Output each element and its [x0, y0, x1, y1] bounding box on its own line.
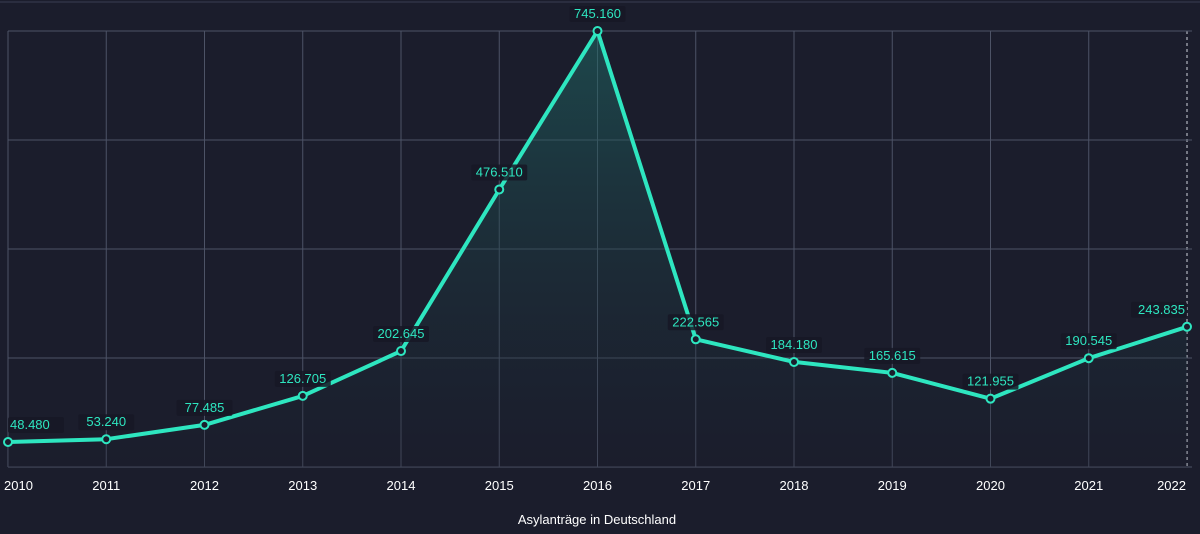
- data-label: 165.615: [869, 348, 916, 363]
- x-tick-label: 2018: [780, 478, 809, 493]
- x-tick-label: 2012: [190, 478, 219, 493]
- data-label-background: [569, 6, 626, 22]
- x-axis-ticks: 2010 2011 2012 2013 2014 2015 2016 2017 2018 2019…: [4, 478, 1186, 493]
- data-label-background: [766, 336, 822, 353]
- data-label: 190.545: [1065, 333, 1112, 348]
- data-label-background: [1060, 333, 1117, 350]
- x-tick-label: 2017: [681, 478, 710, 493]
- data-label: 476.510: [476, 164, 523, 179]
- data-label-background: [471, 164, 528, 181]
- data-point: [494, 184, 505, 195]
- data-point: [592, 26, 603, 36]
- data-label: 184.180: [771, 337, 818, 352]
- x-tick-label: 2020: [976, 478, 1005, 493]
- x-tick-label: 2021: [1074, 478, 1103, 493]
- x-tick-label: 2011: [92, 478, 120, 493]
- area-fill: [8, 31, 1187, 467]
- data-labels: 48.480 53.240 77.485 126.705 202.645 476.510 7…: [8, 6, 1187, 433]
- data-point: [199, 419, 210, 430]
- x-tick-label: 2019: [878, 478, 907, 493]
- data-label-background: [176, 399, 233, 416]
- data-label: 745.160: [574, 6, 621, 21]
- data-label-background: [962, 373, 1019, 390]
- data-label: 243.835: [1138, 302, 1185, 317]
- x-tick-label: 2013: [288, 478, 317, 493]
- data-label: 202.645: [378, 326, 425, 341]
- data-label: 77.485: [185, 400, 225, 415]
- data-point: [396, 346, 406, 357]
- data-point: [1083, 353, 1094, 364]
- data-label: 53.240: [86, 414, 126, 429]
- data-label-background: [864, 347, 921, 364]
- x-tick-label: 2014: [387, 478, 416, 493]
- data-label: 126.705: [279, 371, 326, 386]
- data-label-background: [1131, 301, 1187, 318]
- data-label-background: [274, 370, 331, 387]
- data-points: [3, 26, 1192, 447]
- x-tick-label: 2016: [583, 478, 612, 493]
- data-point: [690, 334, 701, 345]
- data-point: [3, 437, 13, 447]
- data-point: [101, 434, 112, 445]
- data-label-background: [373, 326, 429, 343]
- data-point: [789, 356, 799, 367]
- data-label-background: [667, 314, 724, 331]
- x-tick-label: 2010: [4, 478, 33, 493]
- x-axis-title: Asylanträge in Deutschland: [518, 512, 676, 527]
- data-label: 121.955: [967, 374, 1014, 389]
- data-point: [1182, 321, 1192, 332]
- data-point: [985, 393, 996, 404]
- data-label: 48.480: [10, 417, 50, 432]
- x-tick-label: 2015: [485, 478, 514, 493]
- data-point: [887, 367, 898, 378]
- data-label-background: [78, 414, 135, 431]
- data-label-background: [8, 417, 64, 433]
- data-label: 222.565: [672, 314, 719, 329]
- data-point: [297, 390, 308, 401]
- x-tick-label: 2022: [1157, 478, 1186, 493]
